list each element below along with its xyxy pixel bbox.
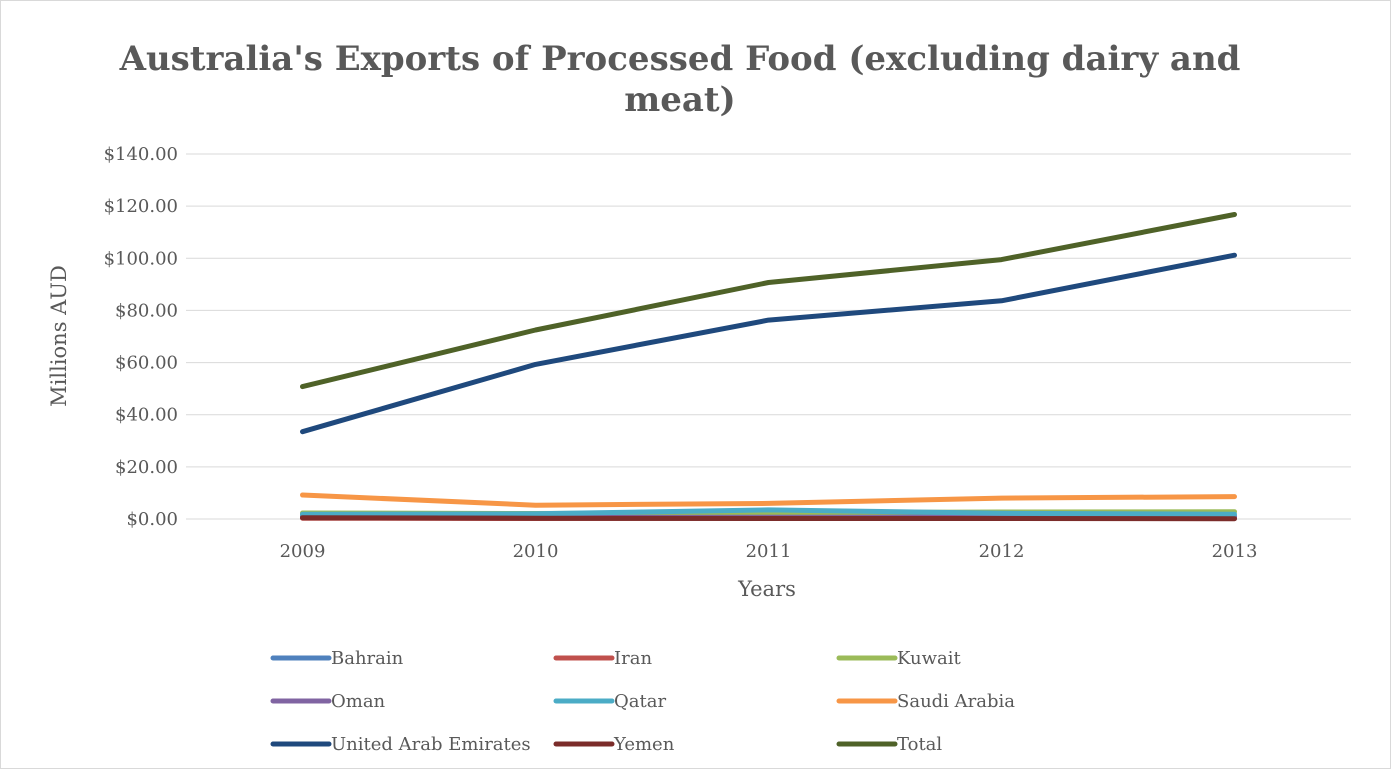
legend-label: Qatar (614, 691, 666, 712)
series-line-yemen (300, 515, 1237, 522)
y-axis-label: Millions AUD (47, 265, 71, 407)
x-tick-label: 2009 (280, 541, 326, 562)
y-tick-label: $60.00 (115, 353, 178, 374)
x-tick-label: 2013 (1212, 541, 1258, 562)
y-tick-label: $140.00 (104, 144, 178, 165)
x-tick-labels: 2009 2010 2011 2012 2013 (280, 541, 1258, 562)
legend-label: Total (897, 734, 942, 755)
legend-label: United Arab Emirates (331, 734, 531, 755)
legend-label: Iran (614, 648, 652, 669)
legend-label: Bahrain (331, 648, 404, 669)
legend-item-iran: Iran (553, 648, 652, 669)
legend-label: Kuwait (897, 648, 962, 669)
y-tick-label: $0.00 (126, 509, 178, 530)
legend-item-kuwait: Kuwait (836, 648, 962, 669)
legend-label: Saudi Arabia (897, 691, 1015, 712)
series-line-united-arab-emirates (300, 252, 1237, 435)
y-tick-label: $80.00 (115, 300, 178, 321)
legend-item-bahrain: Bahrain (270, 648, 404, 669)
legend-item-yemen: Yemen (553, 734, 675, 755)
chart-title-line-2: meat) (624, 80, 735, 120)
legend-item-united-arab-emirates: United Arab Emirates (270, 734, 531, 755)
legend-label: Yemen (613, 734, 675, 755)
chart-title-line-1: Australia's Exports of Processed Food (e… (119, 39, 1241, 79)
series-lines (300, 212, 1237, 522)
y-tick-label: $100.00 (104, 248, 178, 269)
gridlines (186, 153, 1351, 520)
x-tick-label: 2011 (746, 541, 792, 562)
x-tick-label: 2010 (513, 541, 559, 562)
x-axis-label: Years (737, 577, 796, 601)
legend-label: Oman (331, 691, 386, 712)
y-tick-label: $20.00 (115, 457, 178, 478)
legend: Bahrain Iran Kuwait Oman Qatar Saudi Arabia Un… (270, 648, 1015, 755)
series-line-saudi-arabia (300, 492, 1237, 508)
y-tick-label: $120.00 (104, 196, 178, 217)
x-tick-label: 2012 (979, 541, 1025, 562)
legend-item-qatar: Qatar (553, 691, 666, 712)
series-line-qatar (300, 507, 1237, 517)
legend-item-saudi-arabia: Saudi Arabia (836, 691, 1015, 712)
series-line-total (300, 212, 1237, 390)
legend-item-oman: Oman (270, 691, 386, 712)
legend-item-total: Total (836, 734, 942, 755)
y-tick-label: $40.00 (115, 405, 178, 426)
y-tick-labels: $0.00 $20.00 $40.00 $60.00 $80.00 $100.00 $120… (104, 144, 178, 530)
